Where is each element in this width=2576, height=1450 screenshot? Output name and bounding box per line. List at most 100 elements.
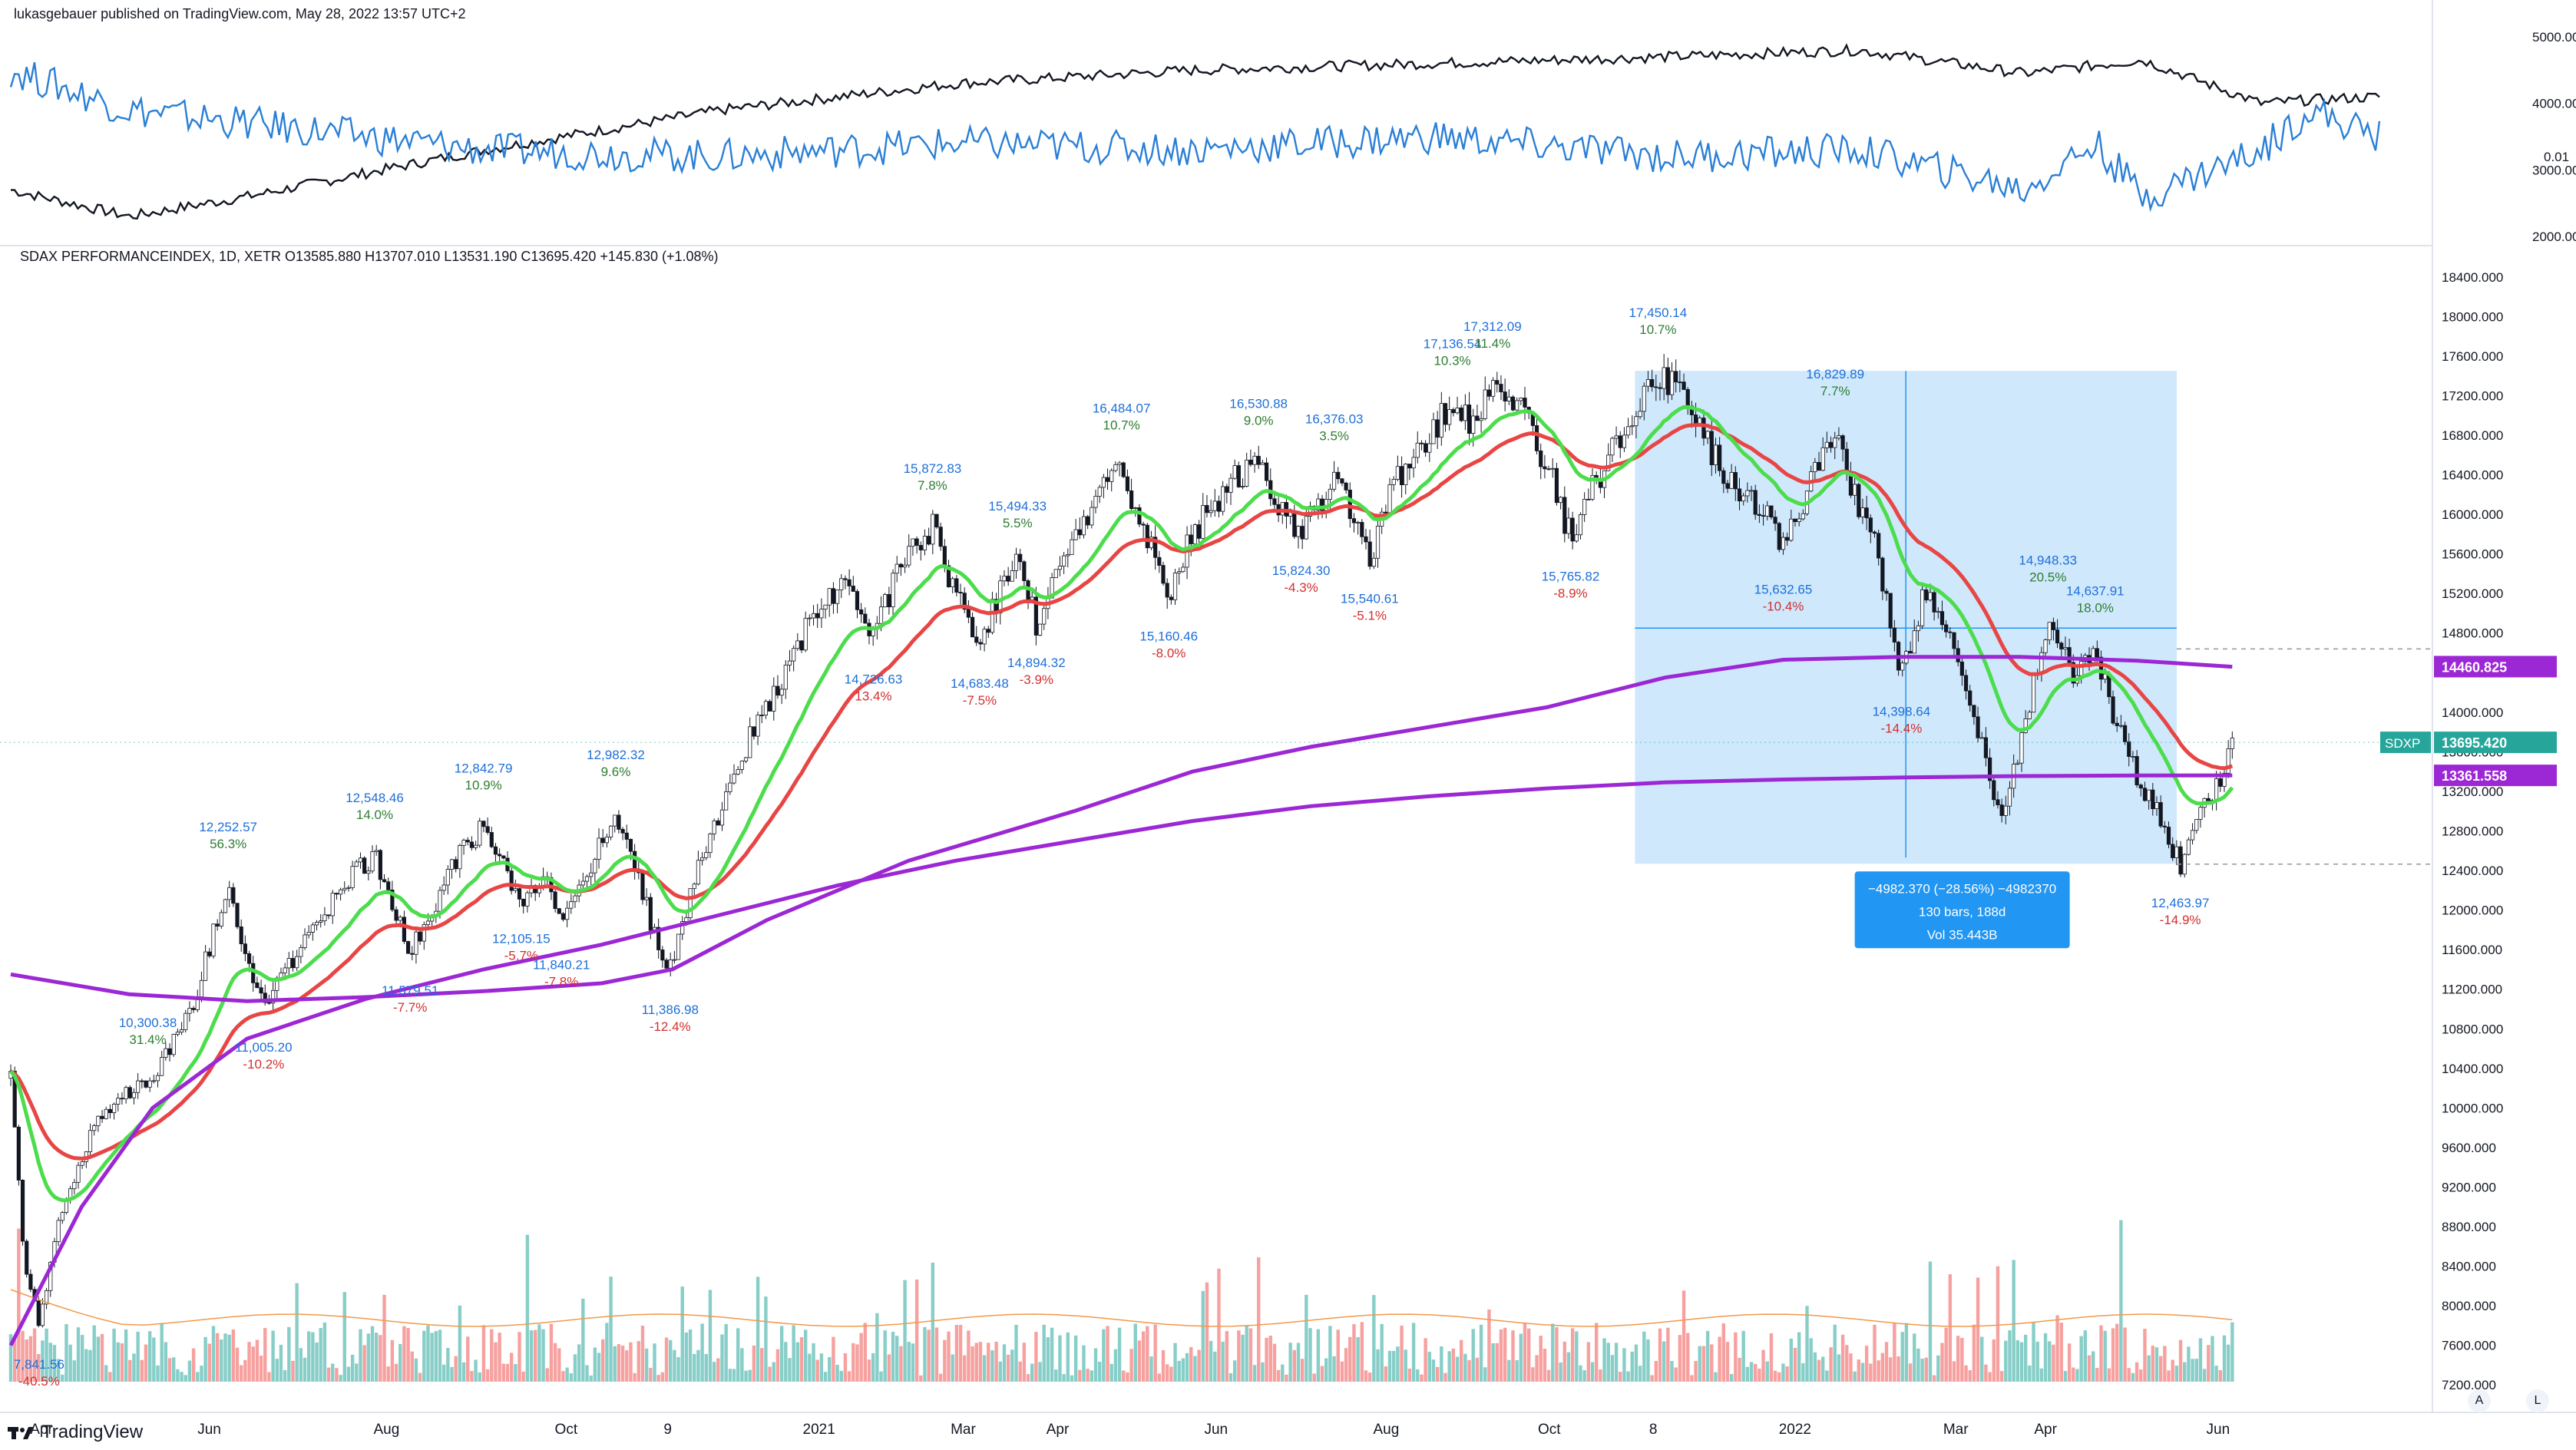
pivot-percent: -5.7%: [504, 948, 538, 963]
volume-bar: [931, 1262, 935, 1382]
candle-body: [2027, 712, 2032, 719]
volume-bar: [1030, 1363, 1034, 1382]
candle-body: [2015, 762, 2020, 765]
candle-body: [2115, 722, 2119, 726]
candle-body: [1817, 461, 1821, 471]
candle-body: [1296, 526, 1301, 537]
volume-bar: [1988, 1372, 1992, 1382]
volume-bar: [1073, 1335, 1078, 1382]
volume-bar: [164, 1342, 168, 1382]
volume-bar: [1475, 1357, 1480, 1382]
volume-bar: [1248, 1328, 1253, 1382]
candle-body: [1399, 466, 1404, 485]
candle-body: [1578, 514, 1583, 536]
volume-bar: [1606, 1343, 1610, 1382]
volume-bar: [501, 1363, 506, 1382]
volume-bar: [2123, 1327, 2127, 1382]
volume-bar: [426, 1325, 430, 1382]
volume-bar: [1738, 1357, 1741, 1382]
candle-body: [155, 1075, 160, 1082]
volume-bar: [1292, 1349, 1297, 1382]
volume-bar: [2111, 1328, 2115, 1382]
volume-bar: [585, 1365, 589, 1382]
volume-bar: [1300, 1359, 1305, 1382]
volume-bar: [1797, 1332, 1801, 1382]
volume-bar: [2055, 1315, 2059, 1382]
candle-body: [1590, 474, 1595, 500]
volume-bar: [835, 1364, 839, 1382]
candle-body: [1050, 577, 1054, 599]
candle-body: [1860, 507, 1865, 517]
candle-body: [1645, 378, 1651, 387]
volume-bar: [2135, 1362, 2139, 1382]
tradingview-brand[interactable]: TradingView: [8, 1422, 143, 1443]
volume-bar: [240, 1365, 243, 1382]
volume-bar: [1913, 1333, 1916, 1382]
candle-body: [819, 609, 824, 619]
volume-bar: [2008, 1330, 2012, 1382]
time-tick-label: Oct: [1538, 1422, 1561, 1438]
candle-body: [1129, 490, 1134, 510]
pivot-label: 12,105.15 -5.7%: [492, 931, 551, 963]
candle-body: [2190, 830, 2195, 841]
candle-body: [593, 859, 597, 874]
candle-body: [1570, 517, 1575, 542]
volume-bar: [1579, 1365, 1582, 1382]
price-tick-label: 10800.000: [2442, 1022, 2503, 1036]
candle-body: [2166, 827, 2171, 845]
candle-body: [795, 640, 800, 649]
candle-body: [1344, 482, 1348, 490]
log-scale-button[interactable]: L: [2526, 1389, 2549, 1412]
volume-bar: [1420, 1374, 1424, 1382]
candle-body: [1992, 780, 1996, 801]
volume-bar: [287, 1326, 291, 1382]
volume-bar: [1014, 1324, 1018, 1382]
slow-ema-line: [9, 422, 2234, 1161]
volume-bar: [1582, 1370, 1586, 1382]
volume-bar: [1741, 1330, 1745, 1382]
volume-bar: [1228, 1372, 1233, 1382]
candle-body: [521, 899, 526, 907]
candle-body: [498, 854, 502, 857]
volume-bar: [120, 1343, 124, 1382]
volume-bar: [1801, 1362, 1805, 1382]
pivot-label: 15,824.30 -4.3%: [1272, 563, 1331, 595]
volume-bar: [295, 1283, 299, 1382]
pivot-percent: -10.2%: [243, 1057, 284, 1072]
volume-bar: [1555, 1327, 1559, 1382]
volume-bar: [1849, 1353, 1853, 1382]
candle-body: [2178, 846, 2183, 875]
volume-bar: [68, 1344, 72, 1382]
volume-bar: [25, 1339, 28, 1382]
candle-body: [454, 859, 458, 870]
candle-body: [2198, 807, 2203, 820]
candle-body: [1916, 625, 1921, 632]
pivot-percent: 3.5%: [1319, 428, 1349, 443]
volume-bar: [1805, 1306, 1809, 1382]
candle-body: [1280, 502, 1285, 516]
volume-bar: [1900, 1332, 1904, 1382]
volume-bar: [1276, 1369, 1281, 1382]
volume-bar: [167, 1358, 172, 1382]
volume-bar: [1725, 1342, 1730, 1382]
volume-bar: [1070, 1375, 1074, 1382]
auto-scale-button[interactable]: A: [2468, 1389, 2491, 1412]
candle-body: [1431, 419, 1436, 444]
volume-bar: [1221, 1341, 1225, 1382]
volume-bar: [1232, 1360, 1237, 1382]
volume-bar: [80, 1335, 84, 1382]
pivot-price: 14,948.33: [2019, 553, 2077, 567]
price-axis-label: 13695.420: [2442, 735, 2507, 751]
pivot-label: 15,632.65 -10.4%: [1754, 583, 1813, 614]
pivot-percent: -12.4%: [650, 1019, 691, 1034]
candle-body: [1642, 385, 1646, 412]
volume-bar: [938, 1373, 943, 1382]
volume-bar: [573, 1354, 577, 1382]
candle-body: [16, 1126, 21, 1181]
volume-bar: [2107, 1368, 2111, 1382]
pivot-percent: 56.3%: [210, 837, 246, 851]
candle-body: [1562, 497, 1567, 534]
candle-body: [1665, 367, 1670, 395]
compare-line: [10, 43, 2380, 220]
